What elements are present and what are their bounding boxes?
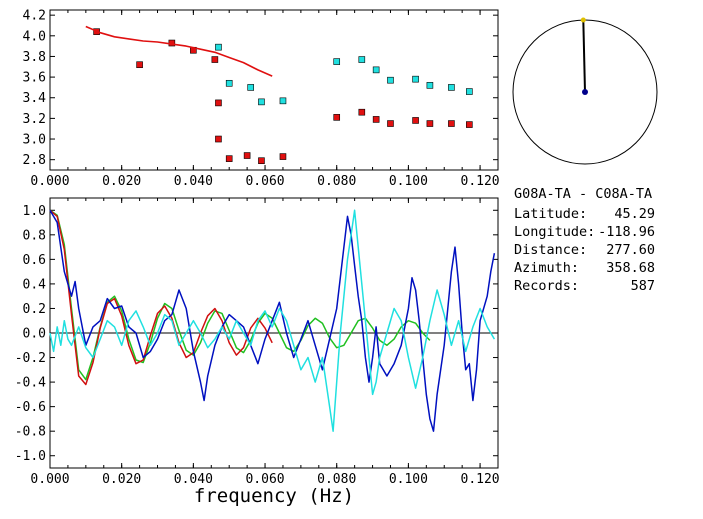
scatter-point [466, 121, 473, 128]
scatter-point [333, 114, 341, 121]
info-value: 277.60 [606, 242, 655, 258]
x-tick-label: 0.020 [102, 174, 141, 189]
y-tick-label: 3.8 [23, 50, 46, 65]
scatter-point [136, 61, 143, 69]
series-line-3 [49, 209, 496, 432]
x-tick-label: 0.020 [102, 472, 141, 487]
info-label: Records: [514, 278, 579, 294]
scatter-point [333, 58, 341, 65]
x-tick-label: 0.080 [317, 174, 356, 189]
y-tick-label: 0.8 [23, 228, 46, 243]
scatter-point [466, 88, 473, 95]
x-tick-label: 0.040 [174, 472, 213, 487]
y-tick-label: 0.2 [23, 302, 46, 317]
correlation-plot-marks [49, 209, 496, 432]
scatter-point [225, 155, 233, 162]
y-tick-label: 4.0 [23, 29, 46, 44]
scatter-point [247, 84, 255, 91]
scatter-point [358, 56, 366, 63]
scatter-point [258, 98, 265, 106]
dispersion-plot-marks [85, 25, 473, 165]
scatter-point [358, 108, 366, 116]
y-tick-label: -0.8 [15, 425, 46, 440]
compass-needle-tip [580, 17, 586, 23]
y-tick-label: 4.2 [23, 9, 46, 24]
info-label: Azimuth: [514, 260, 579, 276]
series-line-2 [85, 25, 273, 77]
station-pair: G08A-TA - C08A-TA [514, 186, 652, 202]
scatter-point [426, 120, 434, 127]
dispersion-plot-ticks: 0.000 0.020 0.040 0.060 0.080 0.100 0.120 2.8 3.… [23, 9, 500, 189]
y-tick-label: -0.2 [15, 351, 46, 366]
info-value: 587 [631, 278, 655, 294]
y-tick-label: 3.6 [23, 71, 46, 86]
scatter-point [215, 43, 222, 51]
y-tick-label: 2.8 [23, 153, 46, 168]
y-tick-label: 3.2 [23, 112, 46, 127]
y-tick-label: 0.6 [23, 253, 46, 268]
compass-needle [582, 19, 586, 93]
x-tick-label: 0.100 [389, 174, 428, 189]
dispersion-plot: 0.000 0.020 0.040 0.060 0.080 0.100 0.120 2.8 3.… [23, 9, 500, 189]
scatter-point [279, 97, 287, 105]
y-tick-label: 0.0 [23, 327, 46, 342]
correlation-plot-ticks: 0.000 0.020 0.040 0.060 0.080 0.100 0.120 1.0 0.… [15, 198, 500, 487]
info-label: Longitude: [514, 224, 595, 240]
scatter-point [215, 99, 222, 107]
scatter-point [279, 153, 287, 160]
scatter-point [448, 120, 455, 127]
station-info: G08A-TA - C08A-TA Latitude: 45.29 Longitud… [514, 186, 655, 294]
y-tick-label: 3.4 [23, 91, 47, 106]
scatter-point [372, 66, 380, 74]
scatter-point [412, 117, 419, 124]
scatter-point [211, 56, 219, 63]
scatter-point [426, 82, 434, 89]
scatter-point [258, 157, 265, 165]
y-tick-label: 0.4 [23, 277, 47, 292]
scatter-point [372, 116, 380, 123]
y-tick-label: 1.0 [23, 204, 46, 219]
x-axis-label: frequency (Hz) [194, 485, 354, 507]
series-line-1 [49, 209, 273, 386]
info-label: Distance: [514, 242, 587, 258]
series-line-2 [49, 209, 496, 432]
scatter-point [412, 75, 419, 83]
info-label: Latitude: [514, 206, 587, 222]
scatter-point [225, 79, 233, 87]
x-tick-label: 0.000 [30, 472, 69, 487]
x-tick-label: 0.040 [174, 174, 213, 189]
correlation-plot: 0.000 0.020 0.040 0.060 0.080 0.100 0.120 1.0 0.… [15, 197, 500, 507]
azimuth-compass [512, 17, 658, 165]
x-tick-label: 0.100 [389, 472, 428, 487]
x-tick-label: 0.000 [30, 174, 69, 189]
scatter-point [215, 135, 222, 143]
y-tick-label: -0.6 [15, 400, 46, 415]
y-tick-label: -1.0 [15, 449, 46, 464]
scatter-point [243, 152, 251, 159]
y-tick-label: 3.0 [23, 133, 46, 148]
info-value: -118.96 [598, 224, 655, 240]
station-info-rows: Latitude: 45.29 Longitude: -118.96 Distance:… [514, 206, 655, 294]
scatter-point [387, 76, 394, 84]
x-tick-label: 0.120 [461, 472, 500, 487]
info-value: 358.68 [606, 260, 655, 276]
scatter-point [448, 84, 455, 91]
info-value: 45.29 [614, 206, 655, 222]
series-line-0 [49, 209, 431, 381]
x-tick-label: 0.120 [461, 174, 500, 189]
x-tick-label: 0.080 [317, 472, 356, 487]
x-tick-label: 0.060 [245, 472, 284, 487]
x-tick-label: 0.060 [245, 174, 284, 189]
compass-center [582, 89, 588, 95]
scatter-point [387, 120, 394, 127]
y-tick-label: -0.4 [15, 376, 46, 391]
dispersion-plot-frame [49, 9, 499, 171]
